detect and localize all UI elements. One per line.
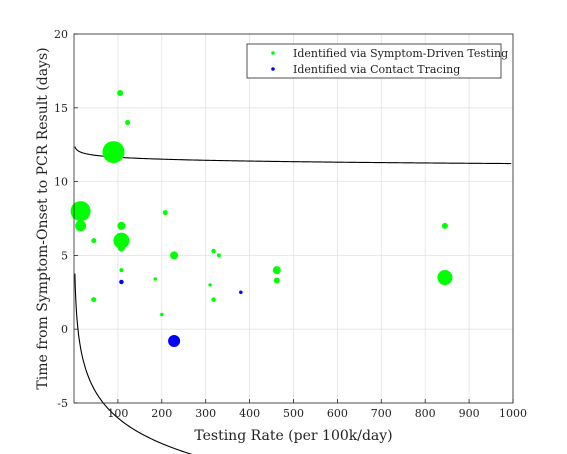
upper-fit-curve xyxy=(74,146,512,165)
symptom-testing-point xyxy=(437,270,453,286)
lower-fit-curve xyxy=(74,273,193,454)
contact-tracing-point xyxy=(168,335,181,348)
symptom-testing-point xyxy=(208,283,212,287)
x-tick-label: 1000 xyxy=(499,407,527,420)
x-tick-label: 600 xyxy=(327,407,348,420)
symptom-testing-point xyxy=(91,238,97,244)
x-tick-label: 500 xyxy=(283,407,304,420)
x-tick-label: 900 xyxy=(459,407,480,420)
symptom-testing-point xyxy=(70,201,91,222)
y-tick-label: 20 xyxy=(54,28,68,41)
symptom-testing-point xyxy=(113,232,130,249)
y-axis-label: Time from Symptom-Onset to PCR Result (d… xyxy=(35,47,51,389)
symptom-testing-point xyxy=(273,277,280,284)
symptom-testing-point xyxy=(119,268,124,273)
x-tick-label: 400 xyxy=(239,407,260,420)
symptom-testing-point xyxy=(211,297,216,302)
y-axis-ticks: -5 0 5 10 15 20 xyxy=(54,28,78,410)
x-tick-label: 200 xyxy=(151,407,172,420)
legend-label-symptom: Identified via Symptom-Driven Testing xyxy=(293,47,508,60)
symptom-testing-point xyxy=(117,244,125,252)
symptom-testing-point xyxy=(272,266,281,275)
symptom-testing-point xyxy=(162,210,168,216)
y-tick-label: 5 xyxy=(61,249,68,262)
legend: Identified via Symptom-Driven Testing Id… xyxy=(246,43,508,79)
legend-label-contact: Identified via Contact Tracing xyxy=(293,63,460,76)
symptom-testing-point xyxy=(91,297,97,303)
y-tick-label: -5 xyxy=(57,397,68,410)
x-tick-label: 300 xyxy=(195,407,216,420)
symptom-testing-point xyxy=(102,141,125,164)
symptom-testing-point xyxy=(153,277,157,281)
x-tick-label: 700 xyxy=(371,407,392,420)
x-tick-label: 800 xyxy=(415,407,436,420)
symptom-testing-point xyxy=(160,312,164,317)
contact-tracing-point xyxy=(119,279,124,285)
legend-box xyxy=(246,43,502,79)
symptom-testing-point xyxy=(117,90,124,97)
x-tick-label: 100 xyxy=(107,407,128,420)
legend-marker-contact xyxy=(271,67,275,71)
symptom-testing-point xyxy=(75,220,87,232)
fit-curves xyxy=(74,146,512,454)
symptom-testing-point xyxy=(211,248,216,254)
y-tick-label: 10 xyxy=(54,176,68,189)
symptom-testing-point xyxy=(117,221,126,230)
data-points xyxy=(70,90,453,348)
symptom-testing-point xyxy=(125,120,131,126)
x-axis-ticks: 100 200 300 400 500 600 700 800 900 1000 xyxy=(107,399,527,420)
symptom-testing-point xyxy=(170,251,179,260)
y-tick-label: 15 xyxy=(54,102,68,115)
symptom-testing-point xyxy=(441,222,448,229)
x-axis-label: Testing Rate (per 100k/day) xyxy=(194,428,392,444)
y-tick-label: 0 xyxy=(61,323,68,336)
contact-tracing-point xyxy=(239,290,243,295)
symptom-testing-point xyxy=(216,253,221,258)
legend-marker-symptom xyxy=(271,51,275,55)
